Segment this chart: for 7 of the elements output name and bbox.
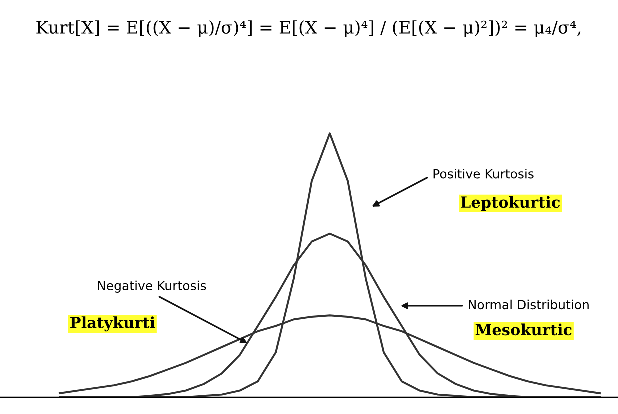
annotation: Mesokurtic (476, 324, 572, 336)
annotation: Platykurti (70, 316, 156, 332)
annotation: Normal Distribution (469, 300, 589, 310)
annotation: Leptokurtic (461, 196, 560, 212)
chart-title: Kurt[X] = E[((X − μ)/σ)⁴] = E[(X − μ)⁴] / (E[(X − μ)²])² = μ₄/σ⁴, (36, 20, 581, 38)
annotation: Negative Kurtosis (98, 280, 206, 293)
annotation: Positive Kurtosis (434, 169, 534, 179)
